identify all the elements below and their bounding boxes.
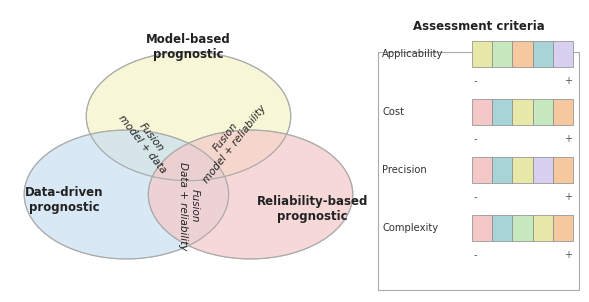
Text: Fusion
model + reliability: Fusion model + reliability [193, 96, 269, 185]
Text: Data-driven
prognostic: Data-driven prognostic [25, 186, 104, 214]
Bar [492, 99, 512, 125]
Bar [472, 99, 492, 125]
Bar [512, 157, 532, 183]
Bar [532, 99, 552, 125]
Bar [492, 215, 512, 241]
Text: -: - [474, 192, 477, 202]
Bar [552, 41, 573, 67]
Text: Assessment criteria: Assessment criteria [413, 20, 544, 33]
Text: +: + [564, 134, 571, 144]
Bar [492, 41, 512, 67]
Ellipse shape [24, 130, 229, 259]
Text: -: - [474, 250, 477, 260]
Bar [552, 99, 573, 125]
Bar [512, 99, 532, 125]
Text: Cost: Cost [382, 107, 405, 117]
Text: Model-based
prognostic: Model-based prognostic [146, 33, 231, 61]
FancyBboxPatch shape [378, 53, 579, 290]
Bar [512, 41, 532, 67]
Text: -: - [474, 76, 477, 86]
Bar [472, 215, 492, 241]
Ellipse shape [86, 52, 291, 181]
Bar [532, 157, 552, 183]
Bar [552, 157, 573, 183]
Text: Applicability: Applicability [382, 49, 444, 59]
Bar [472, 157, 492, 183]
Text: Precision: Precision [382, 165, 427, 175]
Text: +: + [564, 192, 571, 202]
Text: -: - [474, 134, 477, 144]
Bar [532, 215, 552, 241]
Bar [552, 215, 573, 241]
Text: Fusion
model + data: Fusion model + data [116, 106, 177, 175]
Text: Fusion
Data + reliability: Fusion Data + reliability [178, 162, 199, 250]
Ellipse shape [148, 130, 353, 259]
Text: +: + [564, 76, 571, 86]
Bar [472, 41, 492, 67]
Bar [492, 157, 512, 183]
Text: +: + [564, 250, 571, 260]
Bar [512, 215, 532, 241]
Bar [532, 41, 552, 67]
Text: Complexity: Complexity [382, 223, 438, 233]
Text: Reliability-based
prognostic: Reliability-based prognostic [257, 195, 368, 223]
